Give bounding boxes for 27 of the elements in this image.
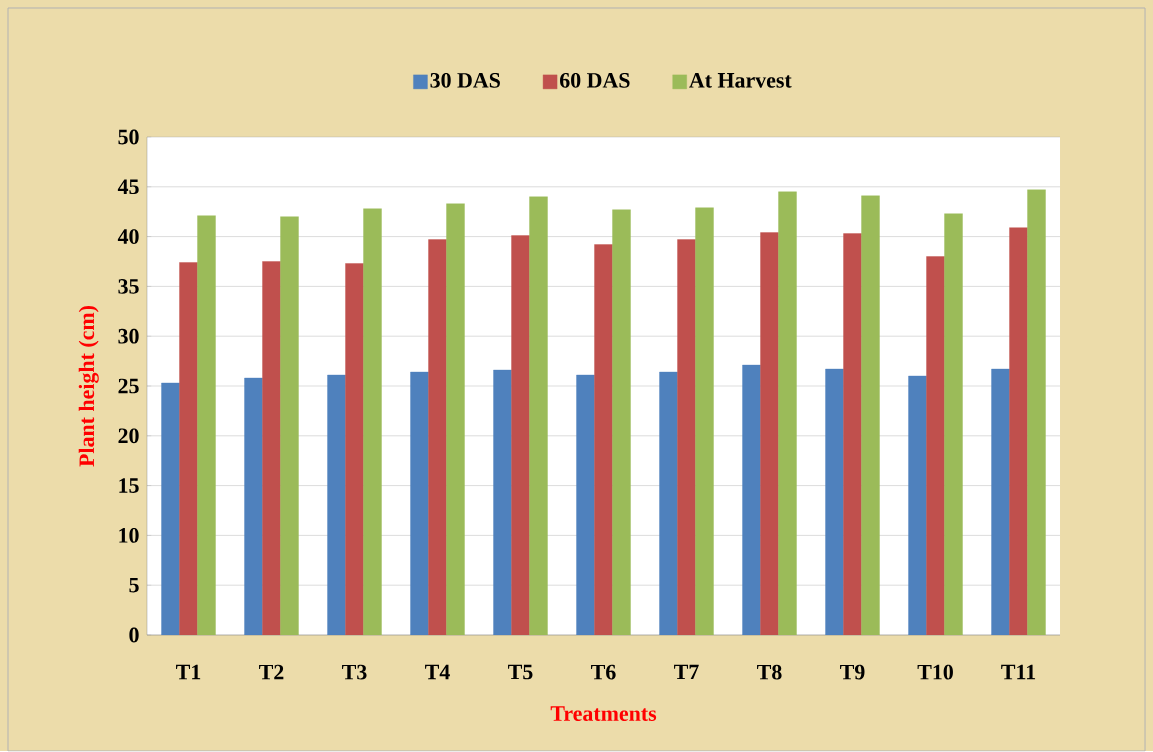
x-tick-label: T10 [917, 665, 953, 680]
x-tick-label: T11 [1001, 665, 1036, 680]
legend-label: At Harvest [689, 73, 792, 88]
y-tick-label: 20 [118, 428, 139, 444]
x-tick-label: T3 [342, 665, 367, 680]
x-tick-label: T2 [259, 665, 284, 680]
y-tick-label: 0 [129, 627, 139, 643]
y-tick-label: 50 [118, 129, 139, 145]
x-tick-label: T1 [176, 665, 201, 680]
legend-label: 60 DAS [560, 73, 630, 88]
y-tick-label: 15 [119, 478, 139, 494]
y-axis-title: Plant height (cm) [78, 306, 99, 467]
legend-label: 30 DAS [430, 73, 500, 88]
x-axis-title: Treatments [550, 706, 657, 722]
x-tick-label: T9 [840, 665, 865, 680]
x-tick-label: T8 [757, 665, 782, 680]
x-tick-label: T6 [591, 665, 616, 680]
y-tick-label: 5 [129, 578, 139, 593]
y-tick-label: 25 [118, 378, 139, 394]
y-tick-label: 45 [117, 179, 139, 195]
x-tick-label: T7 [674, 665, 699, 680]
x-tick-label: T5 [508, 665, 533, 680]
y-tick-label: 35 [118, 279, 139, 295]
y-tick-label: 30 [118, 329, 139, 344]
y-tick-label: 40 [117, 229, 139, 245]
y-tick-label: 10 [119, 528, 139, 544]
x-tick-label: T4 [425, 665, 450, 680]
